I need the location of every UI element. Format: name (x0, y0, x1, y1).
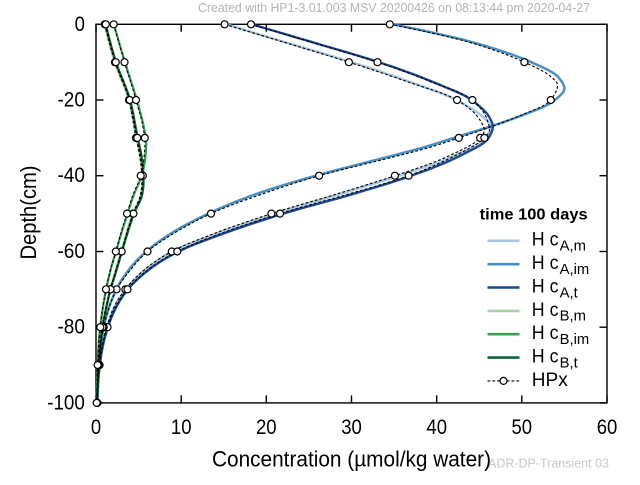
svg-text:0: 0 (75, 12, 85, 36)
svg-text:HPx: HPx (532, 370, 568, 391)
svg-text:-60: -60 (58, 239, 85, 263)
svg-text:A,t: A,t (560, 285, 578, 301)
svg-text:H c: H c (532, 230, 559, 251)
svg-text:H c: H c (532, 276, 559, 297)
svg-text:0: 0 (91, 415, 101, 439)
svg-text:-40: -40 (58, 163, 85, 187)
svg-text:Concentration (µmol/kg water): Concentration (µmol/kg water) (212, 447, 491, 472)
svg-text:-100: -100 (47, 390, 85, 414)
svg-text:30: 30 (341, 415, 362, 439)
svg-text:H c: H c (532, 323, 559, 344)
svg-text:A,im: A,im (560, 262, 590, 278)
svg-text:Created with HP1-3.01.003 MSV: Created with HP1-3.01.003 MSV 20200426 o… (198, 1, 590, 15)
svg-text:20: 20 (256, 415, 277, 439)
svg-text:H c: H c (532, 346, 559, 367)
svg-text:60: 60 (597, 415, 618, 439)
svg-text:ADR-DP-Transient 03: ADR-DP-Transient 03 (488, 456, 609, 470)
svg-text:50: 50 (512, 415, 533, 439)
svg-text:40: 40 (426, 415, 447, 439)
svg-text:B,im: B,im (560, 332, 590, 348)
svg-text:A,m: A,m (560, 239, 586, 255)
svg-text:B,t: B,t (560, 355, 578, 371)
svg-text:-20: -20 (58, 88, 85, 112)
svg-text:Depth(cm): Depth(cm) (16, 166, 41, 260)
svg-text:H c: H c (532, 253, 559, 274)
svg-text:time 100 days: time 100 days (480, 207, 588, 224)
svg-text:B,m: B,m (560, 309, 586, 325)
svg-text:H c: H c (532, 300, 559, 321)
svg-text:10: 10 (171, 415, 192, 439)
svg-text:-80: -80 (58, 315, 85, 339)
